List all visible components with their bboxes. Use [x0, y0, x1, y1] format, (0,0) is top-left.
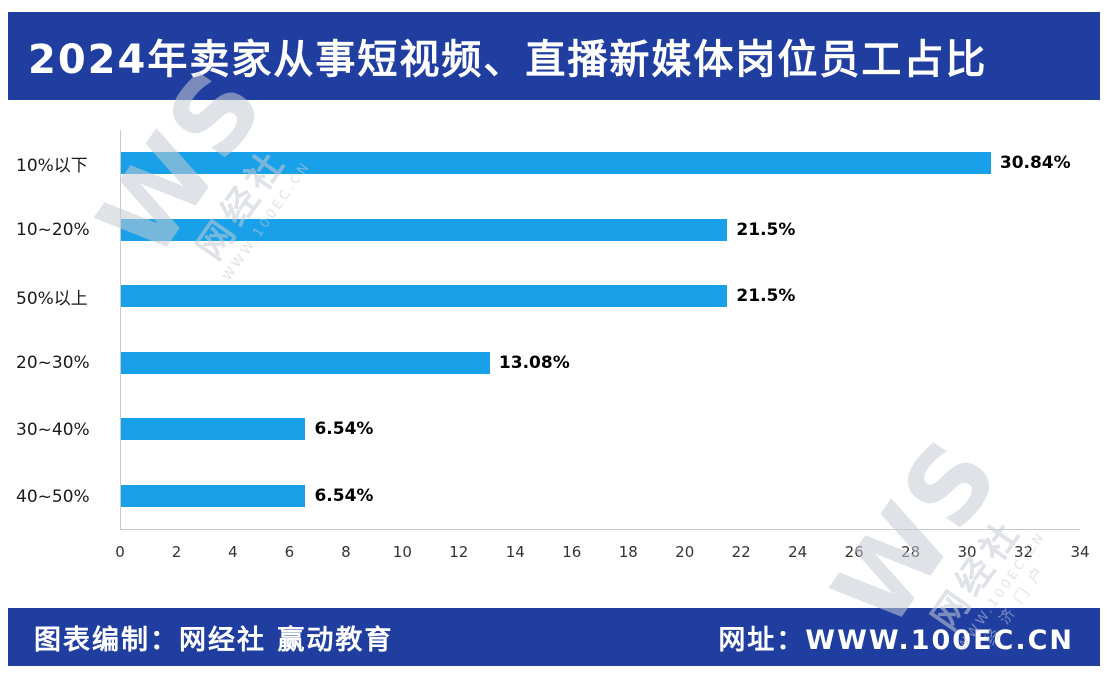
x-tick-label: 22 [731, 543, 751, 561]
x-tick-label: 4 [228, 543, 238, 561]
bar [121, 484, 306, 507]
bar-row: 30.84% [121, 130, 1080, 197]
x-tick-label: 14 [505, 543, 525, 561]
category-label: 10~20% [16, 220, 90, 240]
footer-credit: 图表编制：网经社 赢动教育 [34, 624, 394, 656]
x-tick-label: 34 [1070, 543, 1090, 561]
value-label: 6.54% [314, 485, 374, 506]
bar-row: 13.08% [121, 330, 1080, 397]
x-tick-label: 6 [284, 543, 295, 561]
category-label: 10%以下 [16, 155, 88, 176]
value-label: 21.5% [736, 219, 796, 240]
chart-title: 2024年卖家从事短视频、直播新媒体岗位员工占比 [28, 37, 988, 83]
bar [121, 152, 991, 175]
x-tick-label: 26 [844, 543, 864, 561]
footer-url: 网址：WWW.100EC.CN [718, 624, 1074, 656]
value-label: 30.84% [999, 153, 1071, 174]
x-tick-label: 2 [171, 543, 182, 561]
chart-title-bar: 2024年卖家从事短视频、直播新媒体岗位员工占比 [8, 12, 1100, 100]
x-tick-label: 30 [957, 543, 977, 561]
x-tick-label: 10 [392, 543, 412, 561]
bar-row: 6.54% [121, 396, 1080, 463]
category-row: 40~50% [16, 463, 120, 530]
category-row: 10~20% [16, 197, 120, 264]
x-tick-label: 32 [1013, 543, 1034, 561]
category-label: 20~30% [16, 353, 90, 374]
plot-area: 30.84% 21.5% 21.5% 13.08% 6.54% 6.54% [120, 130, 1080, 530]
category-row: 50%以上 [16, 263, 120, 330]
category-labels-column: 10%以下 10~20% 50%以上 20~30% 30~40% 40~50% [16, 130, 120, 530]
x-tick-label: 8 [341, 543, 351, 561]
value-label: 21.5% [736, 286, 796, 307]
category-label: 40~50% [16, 486, 90, 507]
x-tick-label: 16 [562, 543, 582, 561]
x-tick-label: 28 [901, 543, 921, 561]
x-axis: 0 2 4 6 8 10 12 14 16 18 20 22 24 26 28 30 32 34 [115, 535, 1089, 563]
bar-row: 21.5% [121, 197, 1080, 264]
bar-row: 6.54% [121, 463, 1080, 530]
x-tick-label: 20 [675, 543, 695, 561]
bar [121, 351, 490, 374]
bar [121, 418, 306, 441]
x-tick-label: 12 [449, 543, 469, 561]
bar [121, 218, 728, 241]
bar-row: 21.5% [121, 263, 1080, 330]
category-row: 20~30% [16, 330, 120, 397]
bar [121, 285, 728, 308]
category-label: 30~40% [16, 420, 90, 441]
x-tick-label: 18 [618, 543, 638, 561]
value-label: 13.08% [498, 352, 570, 373]
category-row: 10%以下 [16, 130, 120, 197]
bar-chart: 10%以下 10~20% 50%以上 20~30% 30~40% 40~50% 30.84… [0, 100, 1108, 605]
footer-bar: 图表编制：网经社 赢动教育 网址：WWW.100EC.CN [8, 608, 1100, 666]
category-row: 30~40% [16, 397, 120, 464]
value-label: 6.54% [314, 419, 374, 440]
x-tick-label: 24 [788, 543, 808, 561]
category-label: 50%以上 [16, 289, 88, 310]
x-tick-label: 0 [115, 543, 125, 561]
